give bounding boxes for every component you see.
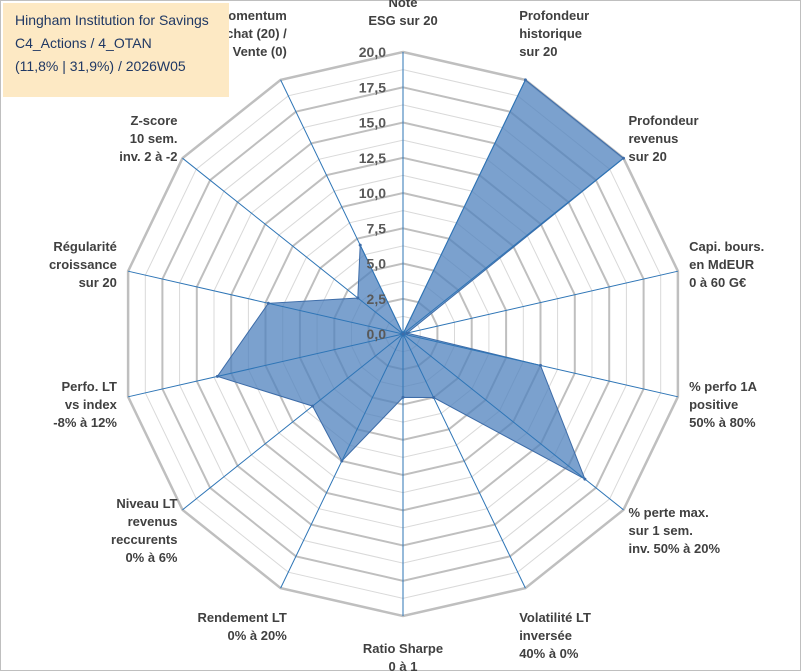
data-point [432,396,436,399]
axis-label: Vente (0) [233,44,287,59]
title-company: Hingham Institution for Savings [15,12,209,28]
radial-tick-label: 15,0 [359,115,386,131]
radial-tick-label: 2,5 [367,291,387,307]
axis-label: sur 20 [519,44,557,59]
axis-label: 40% à 0% [519,646,579,661]
axis-label: Capi. bours. [689,239,764,254]
axis-label: Niveau LT [116,496,177,511]
axis-label: Note [389,0,418,10]
axis-label: revenus [128,514,178,529]
data-point [311,404,315,408]
axis-label: en MdEUR [689,257,755,272]
data-point [622,156,625,160]
axis-spoke [402,333,624,511]
data-point [583,477,587,481]
data-point [266,301,270,305]
axis-label: Z-score [131,113,178,128]
axis-label: reccurents [111,532,177,547]
axis-label: Ratio Sharpe [363,641,443,656]
axis-label: Rendement LT [197,610,286,625]
axis-label: sur 20 [79,275,117,290]
axis-label: historique [519,26,582,41]
axis-label: 50% à 80% [689,415,756,430]
axis-label: Volatilité LT [519,610,591,625]
axis-label: 0% à 20% [228,628,288,643]
axis-label: -8% à 12% [53,415,117,430]
radial-tick-label: 5,0 [367,256,387,272]
axis-label: sur 20 [629,149,667,164]
axis-label: Régularité [53,239,117,254]
axis-label: inversée [519,628,572,643]
radial-tick-label: 12,5 [359,150,386,166]
radial-tick-label: 7,5 [367,220,387,236]
axis-spoke [402,333,526,589]
data-point [401,332,405,336]
axis-label: inv. 2 à -2 [119,149,177,164]
axis-spoke [182,157,404,335]
axis-spoke [280,79,404,335]
axis-label: revenus [629,131,679,146]
axis-label: 0 à 1 [389,659,418,671]
data-point [358,243,362,247]
radial-tick-label: 0,0 [367,326,387,342]
axis-label: Profondeur [629,113,699,128]
data-point [401,395,405,399]
axis-label: % perte max. [629,505,709,520]
data-point [539,363,542,367]
data-point [356,296,360,300]
axis-label: inv. 50% à 20% [629,541,721,556]
axis-label: % perfo 1A [689,379,758,394]
title-stats: (11,8% | 31,9%) / 2026W05 [15,58,186,74]
axis-label: croissance [49,257,117,272]
data-point [340,459,344,463]
data-series-area [216,79,625,481]
axis-label: 10 sem. [130,131,178,146]
radial-tick-label: 10,0 [359,185,386,201]
data-point [405,331,409,335]
axis-label: Perfo. LT [62,379,117,394]
data-point [523,78,527,82]
axis-label: ESG sur 20 [368,13,437,28]
title-box: Hingham Institution for Savings C4_Actio… [3,3,229,97]
title-category: C4_Actions / 4_OTAN [15,35,152,51]
axis-label: 0% à 6% [125,550,177,565]
axis-spoke [127,333,404,398]
axis-spoke [402,157,624,335]
axis-spoke [127,270,404,335]
axis-label: sur 1 sem. [629,523,693,538]
axis-label: 0 à 60 G€ [689,275,746,290]
radial-tick-label: 20,0 [359,44,386,60]
radial-tick-label: 17,5 [359,79,386,95]
axis-label: Momentum [217,8,286,23]
axis-spoke [402,79,526,335]
axis-label: Profondeur [519,8,589,23]
axis-spoke [182,333,404,511]
axis-label: vs index [65,397,118,412]
data-point [215,374,219,378]
axis-label: Achat (20) / [217,26,287,41]
axis-spoke [402,270,679,335]
axis-label: positive [689,397,738,412]
